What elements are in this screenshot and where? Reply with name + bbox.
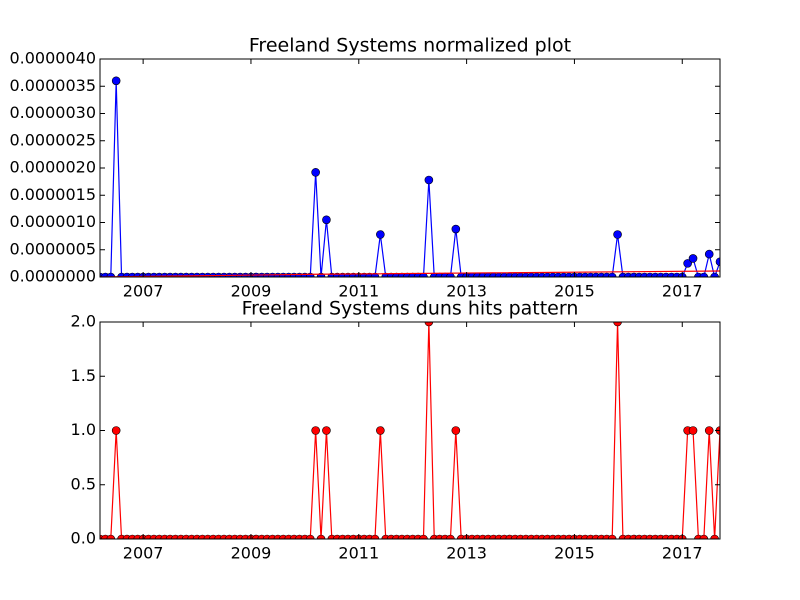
chart-title: Freeland Systems normalized plot [249, 35, 571, 57]
x-tick-label: 2015 [554, 544, 595, 563]
data-point [376, 426, 385, 435]
data-point [683, 259, 692, 268]
x-tick-label: 2011 [338, 282, 379, 301]
y-tick-label: 0.0000025 [9, 130, 96, 149]
data-point [451, 224, 461, 234]
y-tick-label: 0.0 [71, 529, 96, 548]
x-tick-label: 2007 [123, 282, 164, 301]
series-line [100, 80, 720, 277]
data-point [311, 426, 320, 435]
plot-area [100, 322, 720, 539]
data-point [424, 175, 434, 185]
data-point [106, 272, 116, 277]
x-tick-label: 2017 [662, 544, 703, 563]
series-line [100, 322, 720, 539]
series-line [100, 270, 720, 277]
data-point [704, 426, 714, 435]
x-tick-label: 2007 [123, 544, 164, 563]
data-point [613, 230, 622, 239]
x-tick-label: 2009 [231, 282, 272, 301]
data-point [305, 534, 315, 539]
y-tick-label: 0.0000010 [9, 212, 96, 231]
data-point [446, 534, 455, 539]
y-tick-label: 0.0000040 [9, 49, 96, 68]
data-point [106, 534, 116, 539]
data-point [376, 230, 385, 239]
y-tick-label: 0.0000015 [9, 185, 96, 204]
data-point [111, 76, 121, 86]
y-tick-label: 1.5 [71, 366, 96, 385]
y-tick-label: 0.0000030 [9, 103, 96, 122]
data-point [311, 168, 320, 177]
data-point [316, 534, 326, 539]
x-tick-label: 2015 [554, 282, 595, 301]
data-point [699, 272, 709, 277]
data-point [419, 534, 428, 539]
data-point [715, 257, 720, 267]
x-tick-label: 2009 [231, 544, 272, 563]
y-tick-label: 0.0000020 [9, 158, 96, 177]
chart-title: Freeland Systems duns hits pattern [242, 298, 579, 320]
data-point [688, 254, 698, 263]
data-point [607, 534, 617, 539]
y-tick-label: 2.0 [71, 312, 96, 331]
data-point [111, 426, 121, 435]
y-tick-label: 1.0 [71, 420, 96, 439]
x-tick-label: 2013 [446, 544, 487, 563]
data-point [710, 534, 719, 539]
plot-area [100, 76, 720, 277]
x-tick-label: 2017 [662, 282, 703, 301]
data-point [451, 426, 461, 435]
data-point [424, 322, 434, 327]
data-point [613, 322, 622, 327]
y-tick-label: 0.0000035 [9, 76, 96, 95]
x-tick-label: 2011 [338, 544, 379, 563]
x-tick-label: 2013 [446, 282, 487, 301]
data-point [704, 249, 714, 259]
data-point [322, 215, 331, 225]
data-point [322, 426, 331, 435]
data-point [699, 534, 709, 539]
y-tick-label: 0.0000005 [9, 239, 96, 258]
y-tick-label: 0.0000000 [9, 267, 96, 286]
data-point [607, 272, 617, 277]
data-point [710, 272, 719, 277]
y-tick-label: 0.5 [71, 474, 96, 493]
data-point [370, 534, 380, 539]
data-point [688, 426, 698, 435]
